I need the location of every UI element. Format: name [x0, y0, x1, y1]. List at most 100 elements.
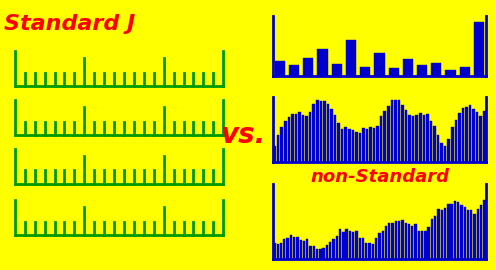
- Text: non-Standard: non-Standard: [310, 168, 449, 186]
- Bar: [312, 247, 315, 259]
- Bar: [277, 135, 279, 162]
- Bar: [366, 129, 368, 162]
- Bar: [462, 108, 464, 162]
- Bar: [346, 40, 356, 76]
- Bar: [391, 223, 394, 259]
- Bar: [365, 243, 368, 259]
- Bar: [359, 238, 361, 259]
- Bar: [444, 208, 446, 259]
- Bar: [405, 223, 407, 259]
- Bar: [317, 49, 328, 76]
- Bar: [419, 113, 422, 162]
- Bar: [345, 229, 348, 259]
- Bar: [322, 248, 325, 259]
- Bar: [437, 135, 439, 162]
- Bar: [337, 123, 340, 162]
- Bar: [293, 237, 295, 259]
- Text: vs.: vs.: [221, 121, 265, 149]
- Bar: [316, 249, 318, 259]
- Bar: [469, 105, 471, 162]
- Bar: [411, 226, 414, 259]
- Bar: [458, 113, 461, 162]
- Bar: [303, 241, 305, 259]
- Bar: [374, 53, 384, 76]
- Bar: [355, 231, 358, 259]
- Bar: [460, 204, 463, 259]
- Bar: [457, 202, 459, 259]
- Bar: [417, 65, 427, 76]
- Bar: [476, 112, 479, 162]
- Bar: [388, 224, 390, 259]
- Bar: [375, 238, 377, 259]
- Bar: [477, 209, 479, 259]
- Bar: [329, 242, 331, 259]
- Bar: [306, 116, 308, 162]
- Bar: [467, 210, 469, 259]
- Bar: [445, 70, 456, 76]
- Bar: [302, 114, 304, 162]
- Bar: [428, 227, 430, 259]
- Bar: [480, 205, 482, 259]
- Bar: [372, 244, 374, 259]
- Bar: [370, 127, 372, 162]
- Bar: [414, 224, 417, 259]
- Bar: [391, 100, 393, 162]
- Bar: [424, 231, 427, 259]
- Bar: [316, 100, 318, 162]
- Bar: [277, 244, 279, 259]
- Bar: [455, 120, 457, 162]
- Bar: [326, 245, 328, 259]
- Bar: [303, 58, 313, 76]
- Bar: [381, 231, 384, 259]
- Bar: [398, 221, 400, 259]
- Bar: [387, 106, 389, 162]
- Bar: [283, 239, 286, 259]
- Bar: [309, 112, 311, 162]
- Bar: [394, 100, 397, 162]
- Bar: [369, 244, 371, 259]
- Bar: [431, 63, 441, 76]
- Bar: [310, 246, 311, 259]
- Bar: [483, 111, 486, 162]
- Bar: [376, 126, 379, 162]
- Bar: [291, 114, 294, 162]
- Bar: [464, 207, 466, 259]
- Bar: [280, 243, 282, 259]
- Bar: [319, 101, 322, 162]
- Bar: [380, 116, 382, 162]
- Bar: [405, 110, 407, 162]
- Bar: [339, 229, 341, 259]
- Bar: [437, 210, 439, 259]
- Bar: [332, 64, 342, 76]
- Bar: [434, 126, 436, 162]
- Bar: [360, 67, 371, 76]
- Bar: [289, 65, 299, 76]
- Bar: [323, 102, 325, 162]
- Bar: [408, 114, 411, 162]
- Bar: [398, 100, 400, 162]
- Bar: [355, 132, 358, 162]
- Bar: [472, 109, 475, 162]
- Bar: [344, 127, 347, 162]
- Bar: [275, 61, 285, 76]
- Bar: [352, 130, 354, 162]
- Bar: [296, 237, 299, 259]
- Bar: [300, 240, 302, 259]
- Bar: [288, 117, 290, 162]
- Bar: [423, 115, 425, 162]
- Bar: [334, 115, 336, 162]
- Bar: [332, 239, 335, 259]
- Bar: [336, 236, 338, 259]
- Bar: [373, 128, 375, 162]
- Bar: [412, 116, 415, 162]
- Bar: [295, 114, 297, 162]
- Bar: [306, 239, 309, 259]
- Bar: [359, 133, 361, 162]
- Bar: [383, 111, 386, 162]
- Bar: [362, 129, 365, 162]
- Bar: [416, 115, 418, 162]
- Bar: [362, 238, 364, 259]
- Bar: [434, 216, 436, 259]
- Bar: [447, 204, 449, 259]
- Bar: [273, 244, 276, 259]
